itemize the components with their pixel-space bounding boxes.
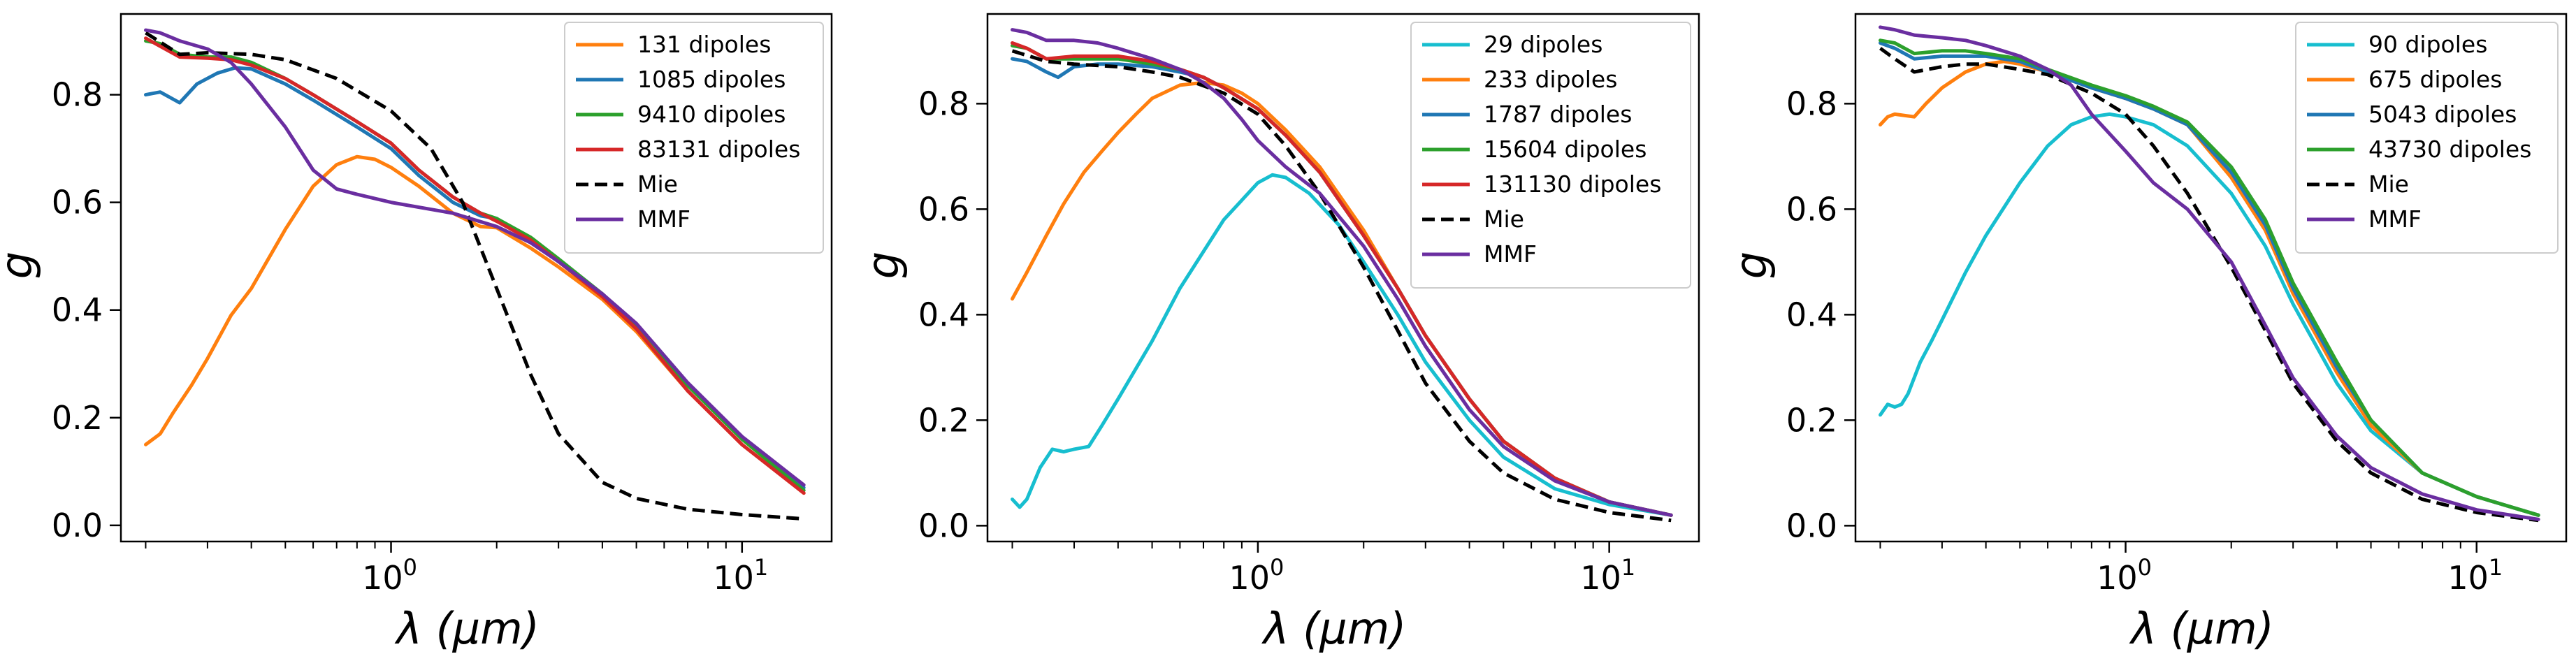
y-axis-label: g [1725,252,1777,279]
legend-label: Mie [1484,205,1524,233]
legend: 29 dipoles 233 dipoles 1787 dipoles 15604 d… [1410,22,1691,289]
legend-label: 5043 dipoles [2368,101,2517,128]
legend-label: Mie [637,170,678,198]
y-tick-label: 0.2 [52,399,103,437]
legend-label: 15604 dipoles [1484,136,1647,163]
axes-frame [1854,13,2568,543]
axes-frame [120,13,833,543]
y-axis-label: g [0,252,42,279]
y-tick-label: 0.2 [1786,401,1837,439]
x-tick-label: 101 [713,554,768,597]
x-tick-label: 100 [362,554,417,597]
x-tick-label: 101 [2447,554,2503,597]
legend-label: 233 dipoles [1484,66,1617,93]
legend-label: 43730 dipoles [2368,136,2531,163]
legend-label: 675 dipoles [2368,66,2502,93]
legend-label: MMF [1484,240,1537,268]
legend-label: MMF [2368,205,2422,233]
y-tick-label: 0.6 [1786,190,1837,228]
y-tick-label: 0.8 [52,76,103,114]
series-line-83131-dipoles [144,36,806,495]
chart-panel-2: 0.0 0.2 0.4 0.6 0.8 100 101 λ (μm) g 29 dipoles 23… [858,13,1700,654]
legend-label: 29 dipoles [1484,31,1602,58]
y-axis-label: g [858,252,909,279]
legend-label: 131130 dipoles [1484,170,1661,198]
series-line-131130-dipoles [1011,41,1673,517]
series-line-mmf [144,28,806,487]
x-axis-label: λ (μm) [1261,603,1407,654]
series-line-29-dipoles [1011,173,1673,517]
chart-panel-3: 0.0 0.2 0.4 0.6 0.8 100 101 λ (μm) g 90 dipoles 67… [1725,13,2568,654]
x-tick-label: 101 [1580,554,1635,597]
series-line-mmf [1879,25,2540,521]
series-line-mmf [1011,28,1673,517]
legend: 131 dipoles 1085 dipoles 9410 dipoles 83131… [564,22,824,254]
legend-frame [564,22,824,254]
y-tick-label: 0.4 [52,291,103,329]
y-tick-label: 0.2 [918,401,969,439]
y-tick-label: 0.4 [1786,296,1837,333]
legend-label: 9410 dipoles [637,101,786,128]
legend-label: 83131 dipoles [637,136,800,163]
x-axis-label: λ (μm) [394,603,540,654]
y-tick-label: 0.0 [52,507,103,544]
x-tick-label: 100 [1229,554,1284,597]
y-tick-label: 0.4 [918,296,969,333]
y-tick-label: 0.8 [1786,85,1837,122]
series-line-mie [145,31,804,521]
series-line-43730-dipoles [1879,38,2540,517]
series-line-90-dipoles [1879,112,2540,517]
legend-label: 131 dipoles [637,31,771,58]
y-tick-label: 0.0 [1786,507,1837,544]
y-tick-label: 0.6 [52,184,103,221]
legend: 90 dipoles 675 dipoles 5043 dipoles 43730 d… [2295,22,2559,254]
x-axis-label: λ (μm) [2129,603,2274,654]
legend-label: MMF [637,205,690,233]
legend-label: 1787 dipoles [1484,101,1632,128]
series-line-mie [1879,47,2539,523]
axes-frame [986,13,1700,543]
legend-label: Mie [2368,170,2409,198]
legend-frame [1410,22,1691,289]
series-line-131-dipoles [144,154,806,495]
y-tick-label: 0.8 [918,85,969,122]
legend-label: 90 dipoles [2368,31,2487,58]
y-tick-label: 0.0 [918,507,969,544]
legend-frame [2295,22,2559,254]
y-tick-label: 0.6 [918,190,969,228]
series-line-mie [1011,49,1672,523]
legend-label: 1085 dipoles [637,66,786,93]
x-tick-label: 100 [2097,554,2152,597]
